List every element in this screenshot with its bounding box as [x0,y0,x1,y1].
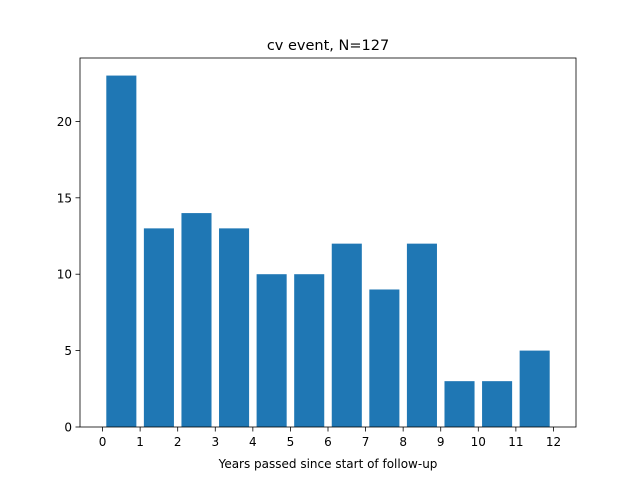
x-tick-label: 6 [324,435,332,449]
x-tick-label: 10 [471,435,486,449]
y-tick-label: 20 [57,115,72,129]
bar-10 [482,381,513,427]
x-tick-label: 4 [249,435,257,449]
x-tick-label: 9 [437,435,445,449]
bar-2 [181,213,212,427]
bar-11 [519,350,550,427]
x-tick-label: 0 [99,435,107,449]
y-tick-label: 0 [64,421,72,435]
y-tick-label: 10 [57,268,72,282]
x-tick-label: 3 [211,435,219,449]
y-tick-label: 15 [57,191,72,205]
x-tick-label: 5 [287,435,295,449]
x-axis-label: Years passed since start of follow-up [218,457,438,471]
x-tick-label: 12 [546,435,561,449]
bar-1 [143,228,174,427]
x-axis-ticks: 0 1 2 3 4 5 6 7 8 9 10 11 12 [99,427,561,449]
bar-9 [444,381,475,427]
x-tick-label: 2 [174,435,182,449]
y-axis-ticks: 0 5 10 15 20 [57,115,80,435]
bar-0 [106,75,137,428]
x-tick-label: 8 [399,435,407,449]
bars-group [106,75,550,428]
x-tick-label: 11 [508,435,523,449]
plot-frame [79,57,577,428]
bar-6 [331,243,362,427]
bar-4 [256,274,287,427]
bar-7 [369,289,400,427]
y-tick-label: 5 [64,344,72,358]
bar-3 [219,228,250,427]
bar-8 [406,243,437,427]
x-tick-label: 1 [136,435,144,449]
bar-5 [294,274,325,427]
x-tick-label: 7 [362,435,370,449]
chart-title: cv event, N=127 [267,38,389,54]
